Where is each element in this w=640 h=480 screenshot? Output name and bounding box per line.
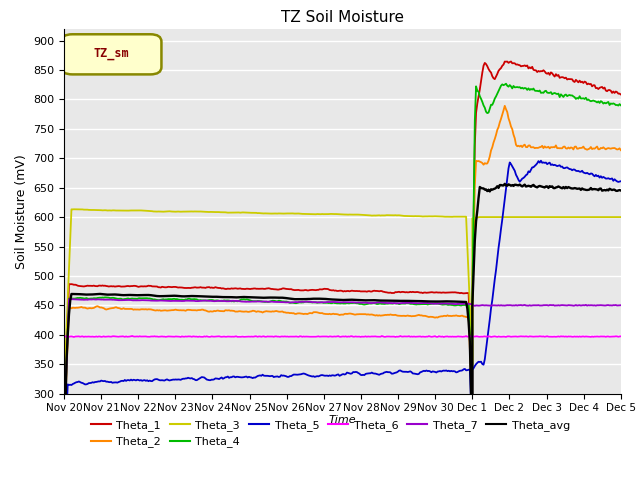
Theta_2 <box>609 145 617 151</box>
Theta_7 <box>465 301 472 307</box>
Theta_1 <box>617 92 625 97</box>
Theta_2 <box>60 436 68 442</box>
Theta_7 <box>609 302 617 308</box>
Theta_6 <box>129 333 136 339</box>
Theta_avg <box>60 463 68 468</box>
Theta_5 <box>122 378 130 384</box>
Theta_1 <box>595 86 602 92</box>
Theta_6 <box>122 334 130 339</box>
Theta_3 <box>595 214 602 220</box>
Theta_7 <box>60 432 68 437</box>
Theta_7 <box>595 302 602 308</box>
Theta_5 <box>609 178 617 184</box>
Theta_6 <box>376 334 383 339</box>
Line: Theta_3: Theta_3 <box>64 209 621 390</box>
Theta_5 <box>374 372 382 377</box>
Theta_5 <box>617 179 625 184</box>
Theta_3 <box>609 214 617 220</box>
Theta_1 <box>122 283 130 289</box>
Theta_2 <box>463 314 471 320</box>
Theta_avg <box>374 298 382 303</box>
Title: TZ Soil Moisture: TZ Soil Moisture <box>281 10 404 25</box>
Theta_1 <box>60 424 68 430</box>
Theta_5 <box>537 158 545 164</box>
Theta_1 <box>374 288 382 294</box>
Theta_2 <box>122 306 130 312</box>
X-axis label: Time: Time <box>328 415 356 425</box>
Theta_6 <box>617 334 625 339</box>
Theta_4 <box>374 301 382 307</box>
Theta_6 <box>60 334 68 339</box>
Theta_4 <box>502 81 510 86</box>
Theta_3 <box>465 273 472 278</box>
Theta_avg <box>595 187 602 193</box>
Line: Theta_5: Theta_5 <box>64 161 621 476</box>
Y-axis label: Soil Moisture (mV): Soil Moisture (mV) <box>15 154 28 269</box>
Theta_4 <box>595 98 602 104</box>
Line: Theta_1: Theta_1 <box>64 61 621 427</box>
Theta_3 <box>376 213 383 218</box>
Theta_2 <box>153 307 161 313</box>
Theta_1 <box>463 290 471 296</box>
Theta_avg <box>122 292 130 298</box>
Theta_avg <box>609 187 617 192</box>
Theta_4 <box>609 100 617 106</box>
Theta_avg <box>463 306 471 312</box>
Theta_3 <box>70 206 78 212</box>
Theta_6 <box>440 334 447 340</box>
Theta_2 <box>595 146 602 152</box>
Theta_5 <box>595 173 602 179</box>
Theta_avg <box>153 293 161 299</box>
Line: Theta_7: Theta_7 <box>64 299 621 434</box>
Theta_3 <box>154 209 162 215</box>
Theta_4 <box>60 432 68 437</box>
FancyBboxPatch shape <box>61 34 161 74</box>
Theta_1 <box>609 89 617 95</box>
Legend: Theta_1, Theta_2, Theta_3, Theta_4, Theta_5, Theta_6, Theta_7, Theta_avg: Theta_1, Theta_2, Theta_3, Theta_4, Thet… <box>86 416 575 452</box>
Theta_3 <box>124 208 131 214</box>
Theta_2 <box>374 313 382 319</box>
Theta_3 <box>60 387 68 393</box>
Theta_6 <box>596 334 604 339</box>
Line: Theta_avg: Theta_avg <box>64 184 621 466</box>
Theta_5 <box>463 367 471 373</box>
Theta_2 <box>501 103 509 108</box>
Line: Theta_6: Theta_6 <box>64 336 621 337</box>
Theta_7 <box>617 302 625 308</box>
Theta_4 <box>617 102 625 108</box>
Theta_7 <box>376 300 383 305</box>
Theta_4 <box>122 296 130 302</box>
Theta_6 <box>154 334 162 339</box>
Theta_4 <box>153 297 161 303</box>
Theta_4 <box>463 302 471 308</box>
Theta_5 <box>60 473 68 479</box>
Theta_7 <box>124 297 131 303</box>
Theta_1 <box>507 59 515 64</box>
Theta_avg <box>501 181 509 187</box>
Theta_6 <box>466 334 474 339</box>
Theta_3 <box>617 214 625 220</box>
Theta_2 <box>617 147 625 153</box>
Theta_1 <box>153 284 161 289</box>
Line: Theta_4: Theta_4 <box>64 84 621 434</box>
Theta_6 <box>611 334 618 339</box>
Theta_avg <box>617 188 625 193</box>
Theta_7 <box>65 296 73 302</box>
Text: TZ_sm: TZ_sm <box>93 47 129 60</box>
Theta_5 <box>153 376 161 382</box>
Theta_7 <box>154 298 162 303</box>
Line: Theta_2: Theta_2 <box>64 106 621 439</box>
